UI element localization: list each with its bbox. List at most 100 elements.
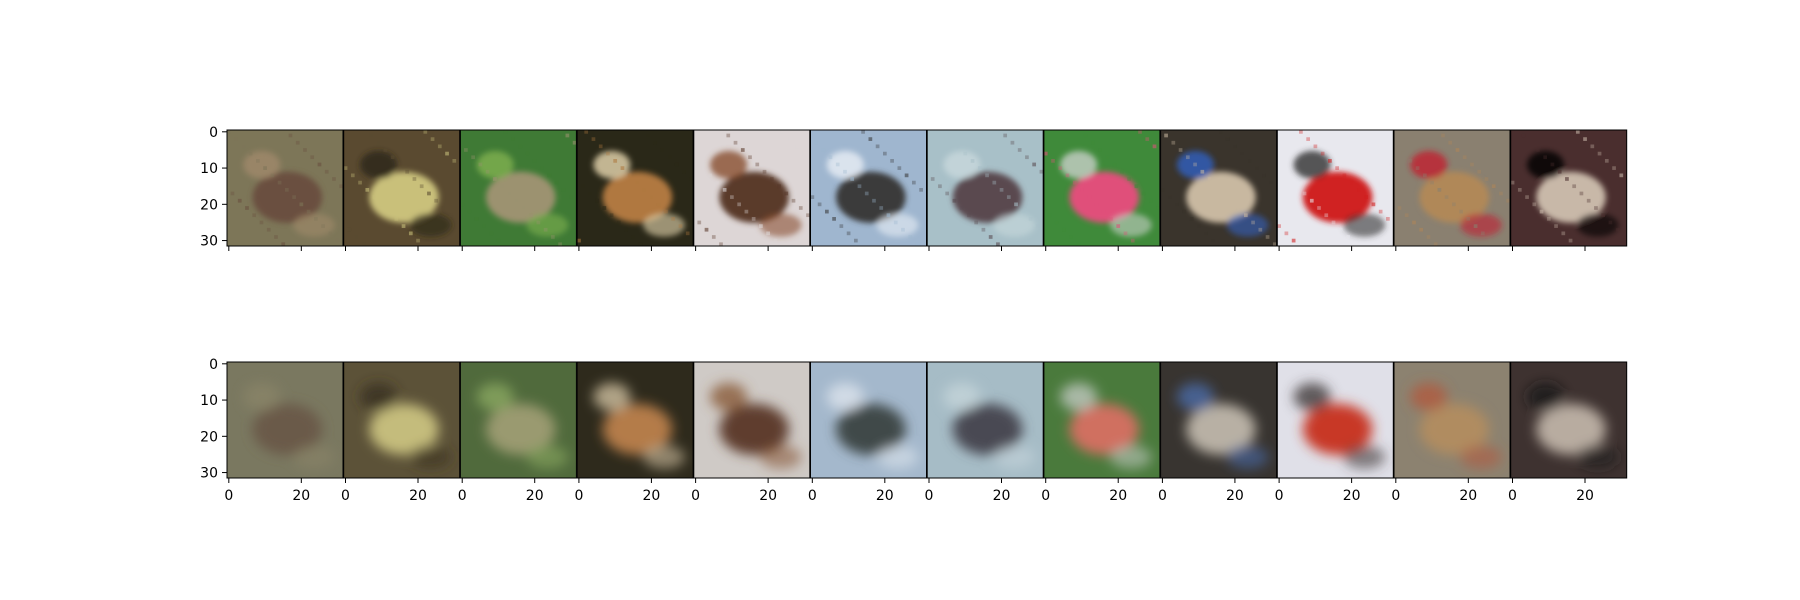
image-content <box>593 150 685 237</box>
image-panel: 0 20 <box>1275 361 1394 504</box>
image-frame <box>1160 129 1278 247</box>
image-panel: 0 20 <box>574 361 694 504</box>
image-panel: 0 20 <box>808 361 927 504</box>
image-content <box>476 382 569 469</box>
image-frame <box>576 129 694 247</box>
row-original: 0 10 20 30 <box>200 125 1628 251</box>
x-tick-label: 20 <box>409 488 427 504</box>
image-content <box>1293 382 1386 469</box>
image-frame <box>1276 361 1394 479</box>
image-frame <box>1276 129 1394 247</box>
x-tick-label: 0 <box>1041 488 1050 504</box>
x-tick-label: 0 <box>1391 488 1400 504</box>
x-tick-label: 20 <box>526 488 544 504</box>
image-panel: 0 20 <box>1508 361 1628 504</box>
image-content <box>359 150 452 237</box>
image-content <box>593 382 685 469</box>
row-reconstruction: 0 20 0 20 0 20 0 20 0 20 0 20 0 20 0 20 0 20 0 20 0 20 0 20 0 10 2… <box>200 357 1628 504</box>
image-content <box>243 150 335 237</box>
image-panel: 0 20 <box>458 361 577 504</box>
image-content <box>1410 150 1502 237</box>
y-tick-label: 30 <box>200 466 218 482</box>
image-frame <box>343 361 461 479</box>
image-panel <box>1160 129 1278 251</box>
x-tick-label: 20 <box>292 488 310 504</box>
x-tick-label: 20 <box>1226 488 1244 504</box>
image-frame <box>343 129 461 247</box>
x-tick-label: 20 <box>642 488 660 504</box>
image-panel <box>576 129 694 251</box>
image-panel <box>1393 129 1511 251</box>
image-panel <box>343 129 461 251</box>
image-panel: 0 20 <box>1041 361 1161 504</box>
image-content <box>1410 382 1502 469</box>
image-panel <box>459 129 577 251</box>
image-panel <box>226 129 344 251</box>
y-tick-label: 10 <box>200 161 218 177</box>
image-panel <box>1510 129 1628 251</box>
x-tick-label: 0 <box>691 488 700 504</box>
image-frame <box>926 129 1044 247</box>
x-tick-label: 0 <box>925 488 934 504</box>
x-tick-label: 0 <box>1275 488 1284 504</box>
image-panel <box>1276 129 1394 251</box>
x-tick-label: 0 <box>224 488 233 504</box>
image-content <box>710 382 802 469</box>
y-tick-label: 10 <box>200 393 218 409</box>
image-panel: 0 20 <box>925 361 1044 504</box>
image-frame <box>459 129 577 247</box>
image-content <box>943 382 1036 469</box>
image-frame <box>226 361 344 479</box>
x-tick-label: 20 <box>1576 488 1594 504</box>
image-frame <box>926 361 1044 479</box>
image-content <box>1176 150 1269 237</box>
image-panel <box>693 129 811 251</box>
image-content <box>243 382 335 469</box>
image-content <box>1176 382 1269 469</box>
image-panel: 0 20 <box>341 361 461 504</box>
image-frame <box>1393 361 1511 479</box>
image-frame <box>810 129 927 247</box>
x-tick-label: 0 <box>808 488 817 504</box>
image-content <box>1526 150 1619 237</box>
y-tick-label: 30 <box>200 234 218 250</box>
x-tick-label: 20 <box>1459 488 1477 504</box>
image-frame <box>1393 129 1511 247</box>
image-frame <box>226 129 344 247</box>
image-content <box>943 150 1036 237</box>
y-tick-label: 0 <box>209 357 218 373</box>
x-tick-label: 0 <box>458 488 467 504</box>
x-tick-label: 20 <box>1109 488 1127 504</box>
x-tick-label: 20 <box>876 488 894 504</box>
x-tick-label: 20 <box>1343 488 1361 504</box>
image-frame <box>1510 129 1628 247</box>
x-tick-label: 0 <box>574 488 583 504</box>
image-frame <box>459 361 577 479</box>
image-panel: 0 20 <box>691 361 811 504</box>
image-content <box>1060 150 1152 237</box>
y-tick-label: 20 <box>200 197 218 213</box>
image-frame <box>1510 361 1628 479</box>
image-frame <box>693 361 811 479</box>
x-tick-label: 0 <box>1158 488 1167 504</box>
image-panel <box>810 129 927 251</box>
image-content <box>826 382 919 469</box>
image-panel <box>1043 129 1161 251</box>
image-content <box>1293 150 1386 237</box>
image-content <box>1526 382 1619 469</box>
image-content <box>826 150 919 237</box>
image-frame <box>810 361 927 479</box>
image-frame <box>693 129 811 247</box>
image-frame <box>576 361 694 479</box>
image-content <box>710 150 802 237</box>
image-panel: 0 20 <box>1158 361 1278 504</box>
image-content <box>359 382 452 469</box>
image-frame <box>1043 129 1161 247</box>
x-tick-label: 0 <box>1508 488 1517 504</box>
x-tick-label: 0 <box>341 488 350 504</box>
image-panel: 0 20 <box>1391 361 1511 504</box>
image-panel: 0 20 <box>224 361 344 504</box>
image-content <box>1060 382 1152 469</box>
x-tick-label: 20 <box>993 488 1011 504</box>
